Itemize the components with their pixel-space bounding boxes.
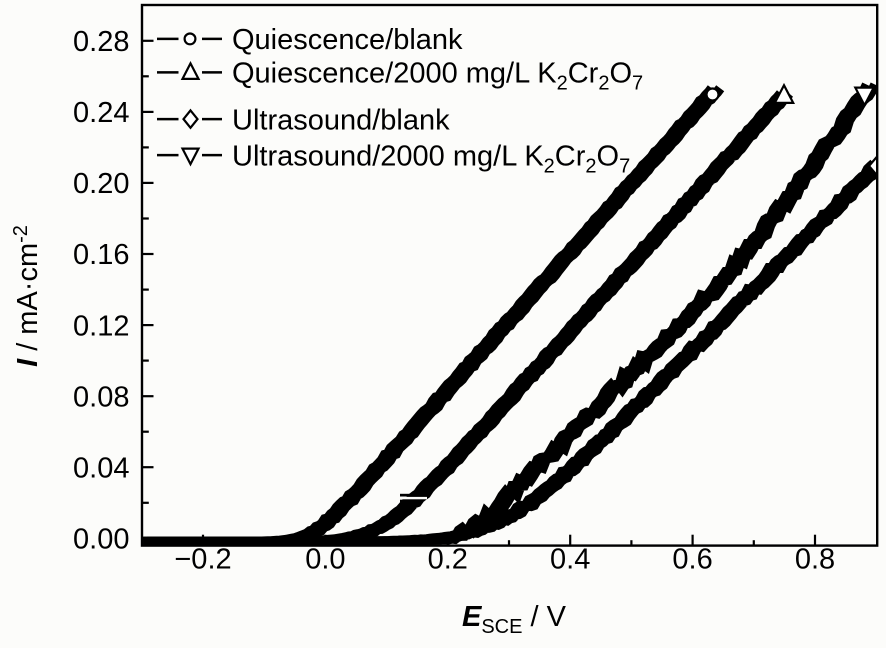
- svg-text:0.04: 0.04: [73, 452, 129, 484]
- svg-text:0.0: 0.0: [305, 544, 345, 576]
- svg-text:Ultrasound/2000 mg/L K2Cr2O7: Ultrasound/2000 mg/L K2Cr2O7: [232, 140, 630, 177]
- svg-text:0.20: 0.20: [73, 168, 129, 200]
- svg-text:Ultrasound/blank: Ultrasound/blank: [232, 104, 450, 136]
- svg-text:0.08: 0.08: [73, 381, 129, 413]
- svg-text:I / mA·cm-2: I / mA·cm-2: [10, 225, 44, 367]
- svg-text:Quiescence/2000 mg/L K2Cr2O7: Quiescence/2000 mg/L K2Cr2O7: [232, 58, 643, 95]
- svg-text:Quiescence/blank: Quiescence/blank: [232, 24, 463, 56]
- svg-text:0.16: 0.16: [73, 239, 129, 271]
- svg-text:0.28: 0.28: [73, 26, 129, 58]
- svg-text:0.24: 0.24: [73, 97, 129, 129]
- svg-text:ESCE / V: ESCE / V: [462, 601, 567, 638]
- svg-text:0.00: 0.00: [73, 524, 129, 556]
- svg-text:0.4: 0.4: [550, 544, 590, 576]
- svg-text:0.2: 0.2: [428, 544, 468, 576]
- svg-text:0.8: 0.8: [795, 544, 835, 576]
- svg-text:0.12: 0.12: [73, 310, 129, 342]
- svg-text:0.6: 0.6: [672, 544, 712, 576]
- svg-text:−0.2: −0.2: [174, 544, 231, 576]
